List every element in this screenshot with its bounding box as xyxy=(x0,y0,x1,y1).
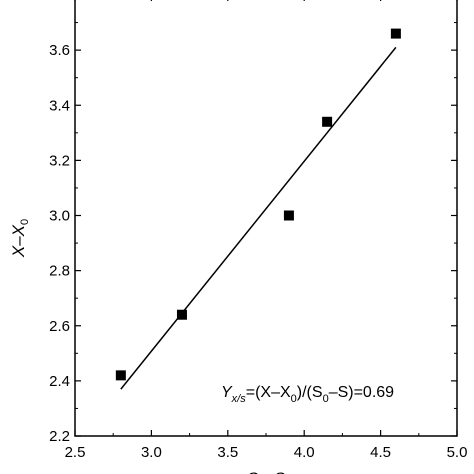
annot-eq1: =(X–X xyxy=(246,384,291,401)
annot-eq2: )/(S xyxy=(297,384,323,401)
x-tick-label: 4.0 xyxy=(294,444,315,461)
plot-frame xyxy=(74,0,458,437)
y-tick-label: 3.4 xyxy=(49,97,70,114)
x-tick-label: 5.0 xyxy=(447,444,468,461)
fit-line-group xyxy=(120,46,397,390)
data-points xyxy=(115,28,401,381)
annot-y: Y xyxy=(221,384,233,401)
y-tick-label: 3.6 xyxy=(49,42,70,59)
annot-sub1: 0 xyxy=(291,393,297,405)
x-axis-title-part2: –S xyxy=(263,469,285,474)
fit-line xyxy=(120,46,397,390)
y-tick-label: 2.8 xyxy=(49,263,70,280)
y-axis-title-main: X–X xyxy=(9,224,28,258)
yield-annotation: Yx/s=(X–X0)/(S0–S)=0.69 xyxy=(221,384,394,405)
data-point xyxy=(115,370,126,381)
y-tick-label: 2.6 xyxy=(49,318,70,335)
x-axis-title-part1: S xyxy=(247,469,259,474)
axis-ticks: 2.5 3.0 3.5 4.0 4.5 5.0 2.2 2.4 2.6 2.8 3.0 3.2 3.4 3… xyxy=(49,0,467,461)
annot-sub2: 0 xyxy=(323,393,329,405)
x-tick-label: 3.0 xyxy=(141,444,162,461)
y-tick-label: 3.8 xyxy=(49,0,70,4)
annot-eq3: –S)=0.69 xyxy=(329,384,394,401)
y-axis-title: X–X0 xyxy=(9,219,31,258)
annot-y-sub: x/s xyxy=(231,393,247,405)
x-tick-label: 3.5 xyxy=(217,444,238,461)
data-point xyxy=(322,116,333,127)
x-tick-label: 2.5 xyxy=(65,444,86,461)
y-tick-label: 2.2 xyxy=(49,428,70,445)
y-tick-label: 3.0 xyxy=(49,208,70,225)
y-axis-title-sub: 0 xyxy=(19,219,31,225)
data-point xyxy=(176,309,187,320)
y-tick-label: 3.2 xyxy=(49,152,70,169)
x-axis-title: S0–S xyxy=(247,469,286,474)
data-point xyxy=(390,28,401,39)
data-point xyxy=(283,210,294,221)
y-tick-label: 2.4 xyxy=(49,373,70,390)
x-tick-label: 4.5 xyxy=(370,444,391,461)
